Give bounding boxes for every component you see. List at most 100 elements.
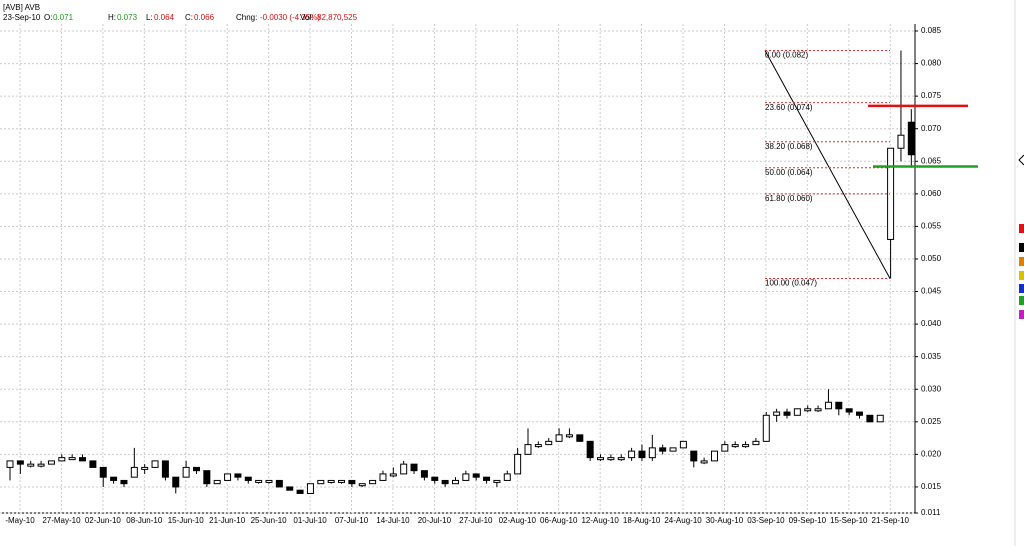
candle-body [400, 463, 408, 475]
candle-body [638, 450, 646, 459]
swatch[interactable] [1019, 243, 1024, 252]
swatch[interactable] [1019, 296, 1024, 305]
y-tick-label: 0.085 [921, 26, 942, 35]
candle-body [607, 457, 615, 461]
candle-body [255, 479, 263, 483]
x-tick-label: 08-Jun-10 [126, 516, 163, 525]
x-tick-label: 06-Aug-10 [540, 516, 578, 525]
fib-label: 61.80 (0.060) [765, 194, 813, 203]
candle-body [224, 473, 232, 481]
candle-body [503, 473, 511, 481]
collapse-arrow[interactable] [1018, 154, 1024, 166]
y-tick-label: 0.040 [921, 319, 942, 328]
x-tick-label: 07-Jul-10 [335, 516, 369, 525]
candle-body [431, 476, 439, 481]
field-value: 82,870,525 [317, 13, 358, 22]
swatch[interactable] [1019, 310, 1024, 319]
candle-body [773, 411, 781, 416]
candle-body [710, 450, 718, 462]
candle-body [47, 460, 55, 465]
color-swatches [1018, 154, 1024, 319]
candle-body [451, 479, 459, 485]
candle-body [338, 479, 346, 483]
candle-body [679, 440, 687, 449]
candle-body [27, 463, 35, 467]
swatch[interactable] [1019, 257, 1024, 266]
field-value: -0.0030 (-4.35%) [260, 13, 320, 22]
x-tick-label: 15-Sep-10 [830, 516, 868, 525]
y-tick-label: 0.055 [921, 222, 942, 231]
fib-label: 50.00 (0.064) [765, 168, 813, 177]
y-tick-label: 0.050 [921, 254, 942, 263]
candle-body [555, 434, 563, 442]
candle-body [493, 479, 501, 483]
x-tick-label: 14-Jul-10 [376, 516, 410, 525]
candle-body [182, 466, 190, 478]
candle-body [203, 470, 211, 485]
x-tick-label: 20-Jul-10 [418, 516, 452, 525]
x-tick-label: 02-Jun-10 [85, 516, 122, 525]
field-label: Chng: [236, 13, 257, 22]
x-tick-label: 02-Aug-10 [499, 516, 537, 525]
candle-body [907, 121, 915, 156]
candle-body [731, 444, 739, 448]
candle-body [369, 479, 377, 485]
candle-body [37, 463, 45, 467]
y-tick-label: 0.020 [921, 449, 942, 458]
field-value: 0.073 [117, 13, 138, 22]
x-tick-label: 01-Jul-10 [293, 516, 327, 525]
candle-body [524, 444, 532, 455]
candle-body [845, 408, 853, 413]
fib-label: 0.00 (0.082) [765, 51, 808, 60]
swatch[interactable] [1019, 271, 1024, 280]
candle-body [648, 447, 656, 459]
candle-body [296, 489, 304, 494]
candle-body [348, 479, 356, 485]
candle-body [130, 466, 138, 478]
candle-body [286, 486, 294, 491]
x-tick-label: -May-10 [5, 516, 35, 525]
candle-body [358, 483, 366, 487]
candle-body [244, 476, 252, 481]
candle-body [213, 479, 221, 485]
candle-body [161, 460, 169, 478]
candle-body [462, 473, 470, 481]
candle-body [317, 479, 325, 485]
candle-body [58, 457, 66, 462]
candle-body [327, 479, 335, 483]
candle-body [752, 440, 760, 446]
swatch[interactable] [1019, 284, 1024, 293]
x-tick-label: 09-Sep-10 [789, 516, 827, 525]
candle-body [99, 466, 107, 478]
fib-label: 23.60 (0.074) [765, 103, 813, 112]
x-tick-label: 27-Jul-10 [459, 516, 493, 525]
x-tick-label: 25-Jun-10 [251, 516, 288, 525]
candle-body [472, 473, 480, 478]
x-tick-label: 18-Aug-10 [623, 516, 661, 525]
field-label: H: [108, 13, 116, 22]
candle-body [669, 447, 677, 452]
y-tick-label: 0.075 [921, 91, 942, 100]
fib-label: 38.20 (0.068) [765, 142, 813, 151]
x-tick-label: 21-Jun-10 [209, 516, 246, 525]
candle-body [597, 457, 605, 461]
y-tick-label: 0.045 [921, 287, 942, 296]
candle-body [887, 147, 895, 240]
candle-body [68, 457, 76, 461]
x-tick-label: 03-Sep-10 [747, 516, 785, 525]
field-label: L: [146, 13, 153, 22]
x-tick-label: 12-Aug-10 [581, 516, 619, 525]
candle-body [897, 134, 905, 149]
field-label: Vol: [300, 13, 313, 22]
swatch[interactable] [1019, 224, 1024, 233]
candle-body [389, 473, 397, 477]
candle-body [576, 434, 584, 442]
candle-body [814, 408, 822, 412]
x-tick-label: 21-Sep-10 [872, 516, 910, 525]
symbol-title: [AVB] AVB [3, 3, 40, 12]
candle-body [192, 466, 200, 472]
candle-body [265, 479, 273, 483]
candle-body [721, 444, 729, 452]
candle-body [120, 479, 128, 485]
